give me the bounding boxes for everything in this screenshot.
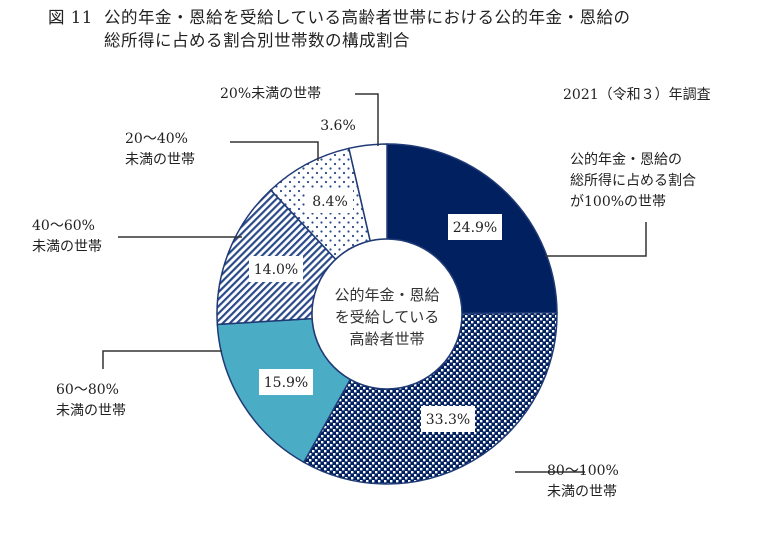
value-label-80-100: 33.3%: [421, 406, 475, 432]
svg-text:8.4%: 8.4%: [312, 194, 348, 210]
survey-note: 2021（令和３）年調査: [563, 87, 711, 103]
value-label-100: 24.9%: [448, 214, 502, 240]
svg-text:15.9%: 15.9%: [264, 375, 308, 391]
leader-line-100: [545, 222, 647, 257]
category-label-0-20: 20%未満の世帯: [220, 86, 322, 102]
figure-number: 図 11: [48, 8, 93, 27]
category-label-80-100: 80～100% 未満の世帯: [547, 463, 619, 500]
svg-text:33.3%: 33.3%: [426, 412, 470, 428]
value-label-0-20: 3.6%: [320, 118, 356, 134]
chart-title: 図 11 公的年金・恩給を受給している高齢者世帯における公的年金・恩給の 総所得に…: [48, 6, 631, 52]
svg-text:14.0%: 14.0%: [254, 262, 298, 278]
category-label-100: 公的年金・恩給の 総所得に占める割合 が100%の世帯: [570, 152, 696, 210]
leader-line-20-40: [230, 141, 319, 161]
value-label-60-80: 15.9%: [259, 369, 313, 395]
donut-hole: [311, 238, 463, 390]
title-line-2: 総所得に占める割合別世帯数の構成割合: [104, 31, 410, 50]
center-label-1: 公的年金・恩給: [334, 286, 439, 304]
category-label-40-60: 40～60% 未満の世帯: [32, 218, 102, 255]
leader-line-60-80: [102, 350, 222, 369]
title-line-1: 公的年金・恩給を受給している高齢者世帯における公的年金・恩給の: [104, 8, 631, 27]
svg-text:3.6%: 3.6%: [320, 118, 356, 134]
svg-text:24.9%: 24.9%: [453, 220, 497, 236]
leader-lines: [102, 93, 647, 473]
value-label-20-40: 8.4%: [307, 189, 353, 213]
category-label-20-40: 20～40% 未満の世帯: [125, 131, 195, 168]
value-label-40-60: 14.0%: [249, 256, 303, 282]
center-label-2: を受給している: [335, 308, 440, 326]
center-label-3: 高齢者世帯: [349, 330, 424, 348]
category-label-60-80: 60～80% 未満の世帯: [56, 382, 126, 419]
leader-line-0-20: [355, 93, 379, 146]
